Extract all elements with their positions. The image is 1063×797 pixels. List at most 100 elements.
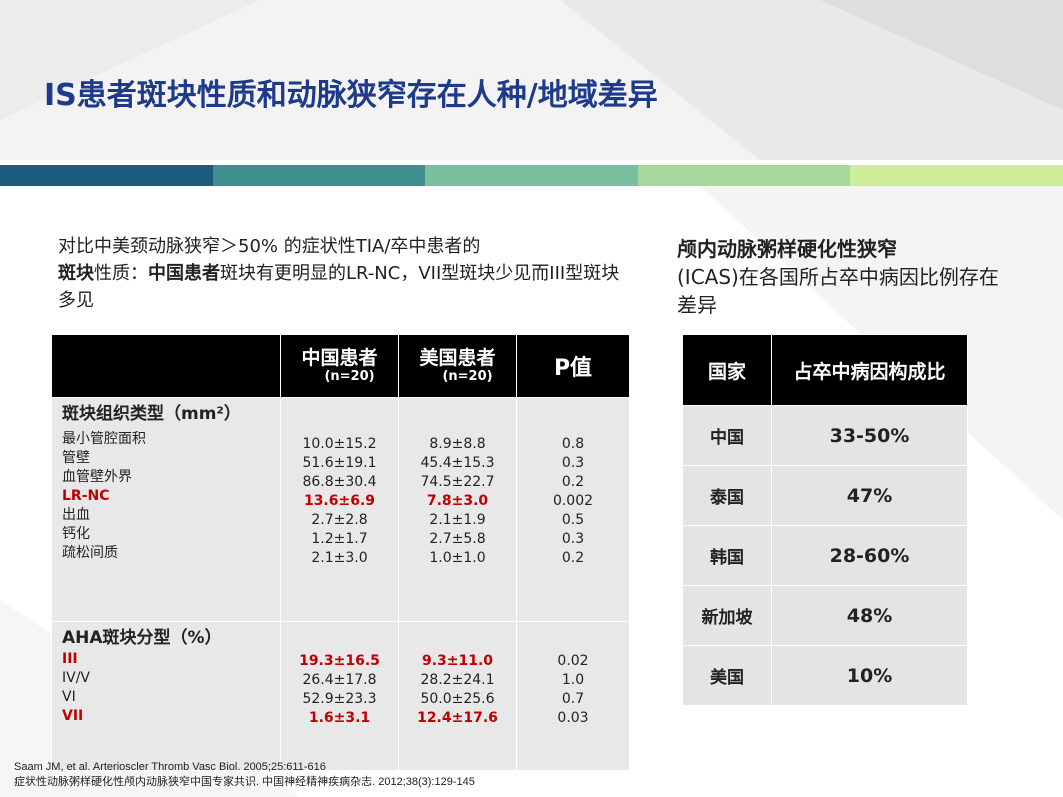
cell-value: 50.0±25.6 — [420, 691, 495, 707]
country-cell: 泰国 — [682, 465, 772, 526]
tissue-type-usa-values: 8.9±8.8 45.4±15.3 74.5±22.7 7.8±3.0 2.1±… — [398, 397, 517, 622]
row-label-highlight: III — [62, 651, 78, 667]
cell-value-highlight: 19.3±16.5 — [299, 653, 380, 669]
header-china: 中国患者 (n=20) — [280, 334, 399, 398]
references: Saam JM, et al. Arterioscler Thromb Vasc… — [14, 760, 475, 790]
table-row: 泰国 47% — [682, 465, 968, 526]
cell-value: 28.2±24.1 — [420, 672, 495, 688]
row-label-highlight: VII — [62, 708, 84, 724]
left-intro-text: 对比中美颈动脉狭窄＞50% 的症状性TIA/卒中患者的 斑块性质：中国患者斑块有… — [58, 233, 628, 314]
country-cell: 美国 — [682, 645, 772, 706]
table-header-row: 中国患者 (n=20) 美国患者 (n=20) P值 — [51, 334, 630, 398]
reference-item: 症状性动脉粥样硬化性颅内动脉狭窄中国专家共识. 中国神经精神疾病杂志. 2012… — [14, 776, 475, 788]
intro-bold-plaque: 斑块 — [58, 263, 94, 284]
cell-value-highlight: 12.4±17.6 — [417, 710, 498, 726]
tissue-type-title: 斑块组织类型（mm²） — [62, 404, 241, 424]
right-intro-rest: (ICAS)在各国所占卒中病因比例存在差异 — [677, 265, 999, 317]
country-cell: 中国 — [682, 405, 772, 466]
aha-type-usa-values: 9.3±11.0 28.2±24.1 50.0±25.6 12.4±17.6 — [398, 621, 517, 771]
cell-value: 1.2±1.7 — [311, 531, 368, 547]
aha-type-title: AHA斑块分型（%） — [62, 628, 222, 648]
table-row: 美国 10% — [682, 645, 968, 706]
cell-value: 0.002 — [552, 493, 594, 509]
intro-rest: 斑块有更明显的LR-NC，VII型斑块少见而III型斑块多见 — [58, 263, 620, 311]
row-label: 血管壁外界 — [62, 469, 132, 485]
header-p-value: P值 — [516, 334, 630, 398]
icas-country-table: 国家 占卒中病因构成比 中国 33-50% 泰国 47% 韩国 28-60% 新… — [682, 334, 968, 706]
band-segment — [850, 165, 1063, 186]
cell-value: 86.8±30.4 — [302, 474, 377, 490]
cell-value: 26.4±17.8 — [302, 672, 377, 688]
cell-value: 0.3 — [561, 531, 585, 547]
header-usa: 美国患者 (n=20) — [398, 334, 517, 398]
header-usa-n: (n=20) — [442, 369, 493, 384]
right-intro-bold: 颅内动脉粥样硬化性狭窄 — [677, 237, 897, 261]
table-row: 韩国 28-60% — [682, 525, 968, 586]
ratio-cell: 33-50% — [771, 405, 968, 466]
cell-value: 1.0±1.0 — [429, 550, 486, 566]
cell-value: 1.0 — [561, 672, 585, 688]
cell-value: 0.02 — [557, 653, 589, 669]
aha-type-block: AHA斑块分型（%） III IV/V VI VII 19.3±16.5 26.… — [51, 621, 630, 771]
cell-value: 0.2 — [561, 550, 585, 566]
tissue-type-p-values: 0.8 0.3 0.2 0.002 0.5 0.3 0.2 — [516, 397, 630, 622]
cell-value: 0.8 — [561, 436, 585, 452]
row-label: 出血 — [62, 507, 90, 523]
cell-value: 8.9±8.8 — [429, 436, 486, 452]
slide-title: IS患者斑块性质和动脉狭窄存在人种/地域差异 — [44, 78, 658, 113]
header-china-n: (n=20) — [324, 369, 375, 384]
intro-bold-chinese: 中国患者 — [148, 263, 220, 284]
intro-mid: 性质： — [94, 263, 148, 284]
cell-value: 10.0±15.2 — [302, 436, 377, 452]
aha-type-china-values: 19.3±16.5 26.4±17.8 52.9±23.3 1.6±3.1 — [280, 621, 399, 771]
cell-value-highlight: 7.8±3.0 — [426, 493, 489, 509]
color-band — [0, 165, 1063, 186]
table-row: 新加坡 48% — [682, 585, 968, 646]
cell-value: 74.5±22.7 — [420, 474, 495, 490]
header-country: 国家 — [682, 334, 772, 406]
table-row: 中国 33-50% — [682, 405, 968, 466]
cell-value: 0.03 — [557, 710, 589, 726]
cell-value: 51.6±19.1 — [302, 455, 377, 471]
tissue-type-labels: 斑块组织类型（mm²） 最小管腔面积 管壁 血管壁外界 LR-NC 出血 钙化 … — [51, 397, 281, 622]
tissue-type-china-values: 10.0±15.2 51.6±19.1 86.8±30.4 13.6±6.9 2… — [280, 397, 399, 622]
row-label: 最小管腔面积 — [62, 431, 146, 447]
row-label: VI — [62, 689, 76, 705]
header-china-label: 中国患者 — [301, 347, 378, 369]
row-label: IV/V — [62, 670, 90, 686]
cell-value: 0.2 — [561, 474, 585, 490]
cell-value: 2.7±2.8 — [311, 512, 368, 528]
aha-type-labels: AHA斑块分型（%） III IV/V VI VII — [51, 621, 281, 771]
reference-item: Saam JM, et al. Arterioscler Thromb Vasc… — [14, 761, 326, 773]
right-intro-text: 颅内动脉粥样硬化性狭窄 (ICAS)在各国所占卒中病因比例存在差异 — [677, 235, 1007, 319]
cell-value: 2.1±3.0 — [311, 550, 368, 566]
header-empty — [51, 334, 281, 398]
cell-value-highlight: 13.6±6.9 — [303, 493, 376, 509]
cell-value: 0.5 — [561, 512, 585, 528]
ratio-cell: 47% — [771, 465, 968, 526]
cell-value: 2.7±5.8 — [429, 531, 486, 547]
cell-value: 2.1±1.9 — [429, 512, 486, 528]
header-usa-label: 美国患者 — [419, 347, 496, 369]
tissue-type-block: 斑块组织类型（mm²） 最小管腔面积 管壁 血管壁外界 LR-NC 出血 钙化 … — [51, 397, 630, 622]
aha-type-p-values: 0.02 1.0 0.7 0.03 — [516, 621, 630, 771]
ratio-cell: 10% — [771, 645, 968, 706]
row-label: 钙化 — [62, 526, 90, 542]
cell-value-highlight: 9.3±11.0 — [421, 653, 494, 669]
cell-value-highlight: 1.6±3.1 — [308, 710, 371, 726]
ratio-cell: 28-60% — [771, 525, 968, 586]
cell-value: 0.7 — [561, 691, 585, 707]
table-header-row: 国家 占卒中病因构成比 — [682, 334, 968, 406]
country-cell: 韩国 — [682, 525, 772, 586]
plaque-comparison-table: 中国患者 (n=20) 美国患者 (n=20) P值 斑块组织类型（mm²） 最… — [51, 334, 630, 771]
band-segment — [212, 165, 426, 186]
country-cell: 新加坡 — [682, 585, 772, 646]
row-label: 疏松间质 — [62, 545, 118, 561]
band-segment — [637, 165, 851, 186]
header-ratio: 占卒中病因构成比 — [771, 334, 968, 406]
band-segment — [0, 165, 213, 186]
row-label-highlight: LR-NC — [62, 488, 110, 504]
cell-value: 52.9±23.3 — [302, 691, 377, 707]
row-label: 管壁 — [62, 450, 90, 466]
cell-value: 0.3 — [561, 455, 585, 471]
